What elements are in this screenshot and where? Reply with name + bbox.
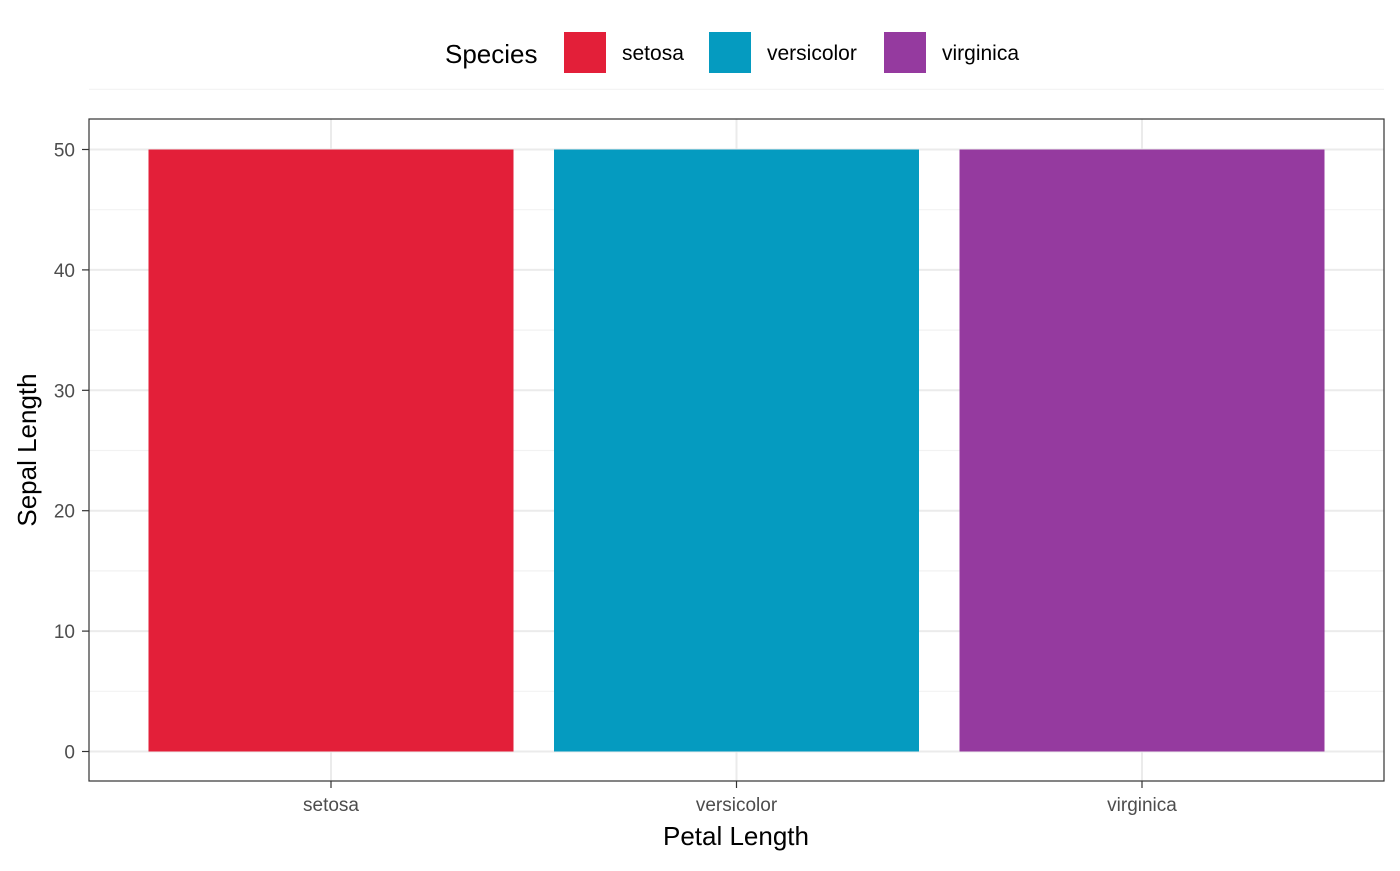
y-tick-label: 50 [54, 141, 75, 162]
legend-title: Species [445, 39, 538, 69]
bar-setosa [148, 149, 514, 752]
legend-item: virginica [884, 32, 1019, 73]
legend-key-swatch [564, 32, 606, 73]
legend-item: setosa [564, 32, 684, 73]
legend: Species setosa versicolor virginica [445, 32, 1019, 73]
x-tick-label: versicolor [696, 795, 778, 816]
legend-item: versicolor [709, 32, 857, 73]
legend-item-label: versicolor [767, 42, 857, 65]
legend-item-label: virginica [942, 42, 1019, 65]
x-tick-label: setosa [303, 795, 359, 816]
x-axis-label: Petal Length [663, 821, 809, 851]
legend-item-label: setosa [622, 42, 684, 65]
legend-items: setosa versicolor virginica [564, 32, 1019, 73]
bar-virginica [959, 149, 1325, 752]
bar-versicolor [554, 149, 919, 752]
plot-panel [88, 88, 1385, 782]
y-axis: 0 10 20 30 40 50 [54, 141, 89, 764]
y-tick-label: 40 [54, 261, 75, 282]
legend-key-swatch [884, 32, 926, 73]
y-tick-label: 0 [64, 743, 75, 764]
y-axis-label: Sepal Length [12, 373, 42, 526]
bars [148, 149, 1325, 752]
x-axis: setosa versicolor virginica [303, 781, 1177, 816]
y-tick-label: 10 [54, 622, 75, 643]
x-tick-label: virginica [1107, 795, 1177, 816]
y-tick-label: 30 [54, 381, 75, 402]
legend-key-swatch [709, 32, 751, 73]
y-tick-label: 20 [54, 502, 75, 523]
